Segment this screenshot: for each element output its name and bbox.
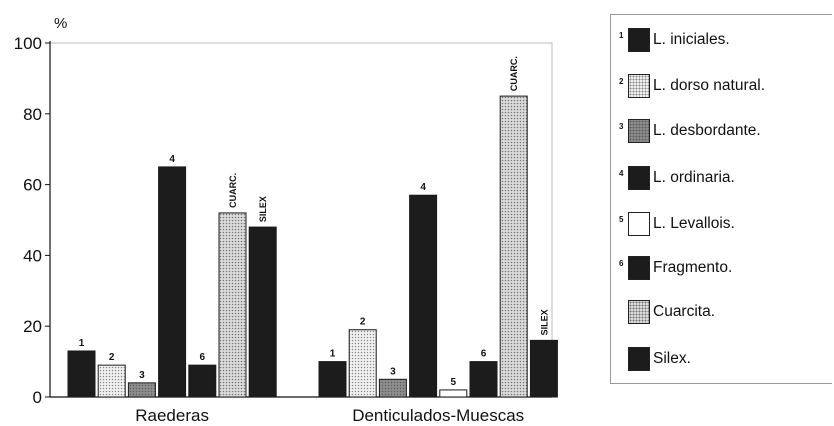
bar-1 — [318, 361, 347, 398]
y-axis-unit-label: % — [54, 15, 67, 32]
legend-item: 1 L. iniciales. — [619, 27, 730, 53]
bar-label: SILEX — [258, 196, 268, 222]
category-label: Denticulados-Muescas — [352, 406, 524, 425]
legend-swatch — [628, 212, 650, 236]
legend-item: 5 L. Levallois. — [619, 211, 735, 237]
y-tick-label: 20 — [23, 317, 42, 336]
bar-label: SILEX — [539, 309, 549, 335]
bar-label: 1 — [79, 338, 85, 349]
bar-3 — [378, 378, 407, 398]
plot-background — [49, 42, 553, 398]
bar-label: 2 — [360, 317, 366, 328]
bar-label: CUARC. — [228, 173, 238, 208]
bar-4 — [158, 166, 187, 398]
legend-number: 2 — [619, 76, 624, 86]
legend-number: 4 — [619, 168, 624, 178]
category-labels: Raederas Denticulados-Muescas — [135, 406, 524, 425]
bar-label: 5 — [451, 377, 457, 388]
bar-chart: % 0 20 40 60 80 100 1 2 3 4 6 CUARC. SILEX 1 2 3 4 5 6 CUA… — [14, 15, 558, 425]
bar-2 — [97, 364, 126, 398]
legend-item: Cuarcita. — [619, 299, 715, 325]
plot-frame — [49, 42, 553, 398]
bar-silex — [248, 226, 277, 398]
legend-number: 6 — [619, 258, 624, 268]
bar-3 — [127, 382, 156, 398]
legend-item: Silex. — [619, 346, 691, 372]
bar-label: 3 — [139, 370, 145, 381]
bar-label: CUARC. — [509, 56, 519, 91]
bar-cuarc — [218, 212, 247, 398]
bar-label: 3 — [390, 366, 396, 377]
bar-label: 4 — [169, 154, 175, 165]
legend-label: L. iniciales. — [653, 31, 730, 48]
legend-label: L. ordinaria. — [653, 169, 735, 186]
bar-label: 6 — [481, 349, 487, 360]
legend-number: 3 — [619, 121, 624, 131]
y-tick-label: 0 — [33, 388, 42, 407]
y-tick-label: 80 — [23, 105, 42, 124]
legend-number: 5 — [619, 214, 624, 224]
bar-label: 6 — [200, 352, 206, 363]
bar-2 — [348, 329, 377, 398]
legend-label: L. Levallois. — [653, 215, 735, 232]
legend-label: Silex. — [653, 350, 691, 367]
legend-item: 4 L. ordinaria. — [619, 165, 735, 191]
bar-label: 1 — [330, 349, 336, 360]
bar-5 — [439, 389, 468, 398]
bar-4 — [409, 194, 438, 398]
bar-label: 2 — [109, 352, 115, 363]
legend-swatch — [628, 28, 650, 52]
legend-swatch — [628, 74, 650, 98]
legend-label: L. dorso natural. — [653, 77, 766, 94]
legend-swatch — [628, 347, 650, 371]
legend-swatch — [628, 166, 650, 190]
legend-item: 3 L. desbordante. — [619, 118, 761, 144]
legend-label: L. desbordante. — [653, 122, 761, 139]
legend-swatch — [628, 256, 650, 280]
bar-labels: 1 2 3 4 6 CUARC. SILEX 1 2 3 4 5 6 CUARC. SILEX — [79, 56, 550, 388]
legend-swatch — [628, 300, 650, 324]
legend-item: 6 Fragmento. — [619, 255, 732, 281]
legend-swatch — [628, 119, 650, 143]
bar-cuarc — [499, 95, 528, 398]
bar-6 — [469, 361, 498, 398]
bar-6 — [188, 364, 217, 398]
legend-item: 2 L. dorso natural. — [619, 73, 765, 99]
bar-label: 4 — [420, 182, 426, 193]
legend-number: 1 — [619, 30, 624, 40]
legend-label: Cuarcita. — [653, 303, 716, 320]
bars — [67, 95, 558, 398]
y-tick-label: 60 — [23, 176, 42, 195]
y-tick-label: 100 — [14, 34, 42, 53]
legend: 1 L. iniciales. 2 L. dorso natural. 3 L. desb… — [610, 14, 832, 384]
y-tick-label: 40 — [23, 246, 42, 265]
category-label: Raederas — [135, 406, 209, 425]
legend-label: Fragmento. — [653, 259, 733, 276]
bar-silex — [529, 339, 558, 398]
bar-1 — [67, 350, 96, 398]
